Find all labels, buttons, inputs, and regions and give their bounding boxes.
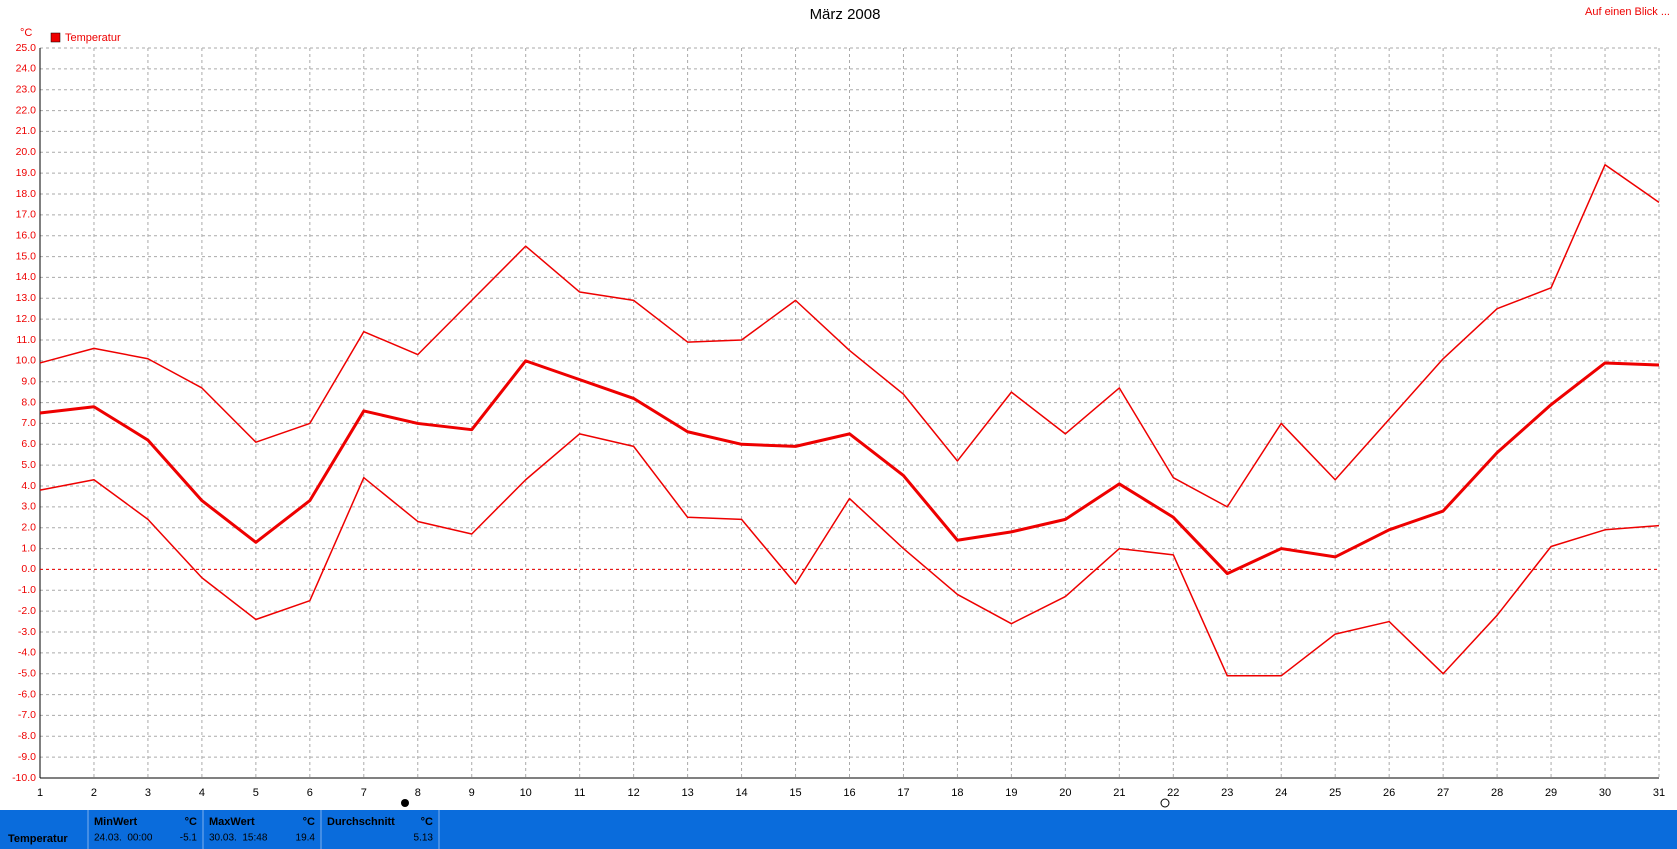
y-tick-label: 10.0 — [16, 355, 37, 367]
y-tick-label: 8.0 — [21, 396, 36, 408]
x-tick-label: 19 — [1005, 787, 1017, 799]
y-tick-label: 20.0 — [16, 146, 37, 158]
chart-title: März 2008 — [810, 6, 881, 23]
summary-row-label: Temperatur — [8, 833, 68, 845]
y-tick-label: 7.0 — [21, 417, 36, 429]
y-tick-label: -9.0 — [18, 751, 36, 763]
x-tick-label: 11 — [574, 787, 585, 799]
summary-label: Durchschnitt — [327, 816, 395, 828]
x-tick-label: 15 — [789, 787, 801, 799]
summary-label: MinWert — [94, 816, 138, 828]
summary-value: 19.4 — [296, 833, 316, 844]
x-tick-label: 3 — [145, 787, 151, 799]
y-tick-label: 25.0 — [16, 42, 37, 54]
x-tick-label: 1 — [37, 787, 43, 799]
y-tick-label: 17.0 — [16, 209, 37, 221]
marker — [401, 799, 409, 807]
legend-label: Temperatur — [65, 32, 121, 44]
y-tick-label: -7.0 — [18, 709, 36, 721]
x-tick-label: 8 — [415, 787, 421, 799]
y-tick-label: -1.0 — [18, 584, 36, 596]
y-tick-label: 18.0 — [16, 188, 37, 200]
x-tick-label: 22 — [1167, 787, 1179, 799]
x-tick-label: 26 — [1383, 787, 1395, 799]
y-tick-label: 5.0 — [21, 459, 36, 471]
y-tick-label: 12.0 — [16, 313, 37, 325]
y-tick-label: 1.0 — [21, 542, 36, 554]
x-tick-label: 30 — [1599, 787, 1611, 799]
summary-unit: °C — [421, 816, 433, 828]
x-tick-label: 20 — [1059, 787, 1071, 799]
x-tick-label: 13 — [681, 787, 693, 799]
y-tick-label: 16.0 — [16, 229, 37, 241]
y-tick-label: 6.0 — [21, 438, 36, 450]
summary-bar — [0, 810, 1677, 849]
x-tick-label: 10 — [520, 787, 532, 799]
summary-time: 24.03. 00:00 — [94, 833, 153, 844]
summary-unit: °C — [303, 816, 315, 828]
x-tick-label: 4 — [199, 787, 205, 799]
x-tick-label: 14 — [735, 787, 747, 799]
y-axis-label: °C — [20, 27, 32, 39]
x-tick-label: 18 — [951, 787, 963, 799]
y-tick-label: -6.0 — [18, 688, 36, 700]
x-tick-label: 21 — [1113, 787, 1125, 799]
x-tick-label: 28 — [1491, 787, 1503, 799]
series-line — [39, 164, 1660, 508]
link[interactable]: Auf einen Blick ... — [1585, 6, 1670, 18]
x-tick-label: 17 — [897, 787, 909, 799]
series-line — [39, 433, 1660, 677]
series-line — [39, 359, 1660, 576]
y-tick-label: 24.0 — [16, 63, 37, 75]
legend-swatch — [50, 32, 61, 43]
x-tick-label: 24 — [1275, 787, 1287, 799]
y-tick-label: 15.0 — [16, 250, 37, 262]
x-tick-label: 9 — [469, 787, 475, 799]
y-tick-label: -3.0 — [18, 626, 36, 638]
y-tick-label: 11.0 — [16, 334, 36, 346]
summary-value: 5.13 — [414, 833, 434, 844]
x-tick-label: 5 — [253, 787, 259, 799]
summary-value: -5.1 — [180, 833, 198, 844]
y-tick-label: 0.0 — [21, 563, 36, 575]
y-tick-label: 14.0 — [16, 271, 37, 283]
y-tick-label: 2.0 — [21, 521, 36, 533]
y-tick-label: 19.0 — [16, 167, 37, 179]
marker — [1160, 798, 1170, 808]
y-tick-label: 21.0 — [16, 125, 37, 137]
x-tick-label: 2 — [91, 787, 97, 799]
summary-time: 30.03. 15:48 — [209, 833, 268, 844]
y-tick-label: 9.0 — [21, 375, 36, 387]
x-tick-label: 23 — [1221, 787, 1233, 799]
y-tick-label: 22.0 — [16, 104, 37, 116]
summary-cells — [87, 810, 440, 849]
y-tick-label: 23.0 — [16, 83, 37, 95]
x-tick-label: 29 — [1545, 787, 1557, 799]
x-tick-label: 25 — [1329, 787, 1341, 799]
y-tick-label: 4.0 — [21, 480, 36, 492]
x-tick-label: 6 — [307, 787, 313, 799]
y-tick-label: -10.0 — [12, 772, 36, 784]
y-tick-label: -8.0 — [18, 730, 36, 742]
y-tick-label: -2.0 — [18, 605, 36, 617]
y-tick-label: -5.0 — [18, 667, 36, 679]
summary-unit: °C — [185, 816, 197, 828]
x-tick-label: 31 — [1653, 787, 1665, 799]
x-tick-label: 12 — [628, 787, 640, 799]
x-tick-label: 27 — [1437, 787, 1449, 799]
x-tick-label: 16 — [843, 787, 855, 799]
x-tick-label: 7 — [361, 787, 367, 799]
summary-label: MaxWert — [209, 816, 255, 828]
y-tick-label: 3.0 — [21, 501, 36, 513]
y-tick-label: 13.0 — [16, 292, 37, 304]
y-tick-label: -4.0 — [18, 647, 36, 659]
